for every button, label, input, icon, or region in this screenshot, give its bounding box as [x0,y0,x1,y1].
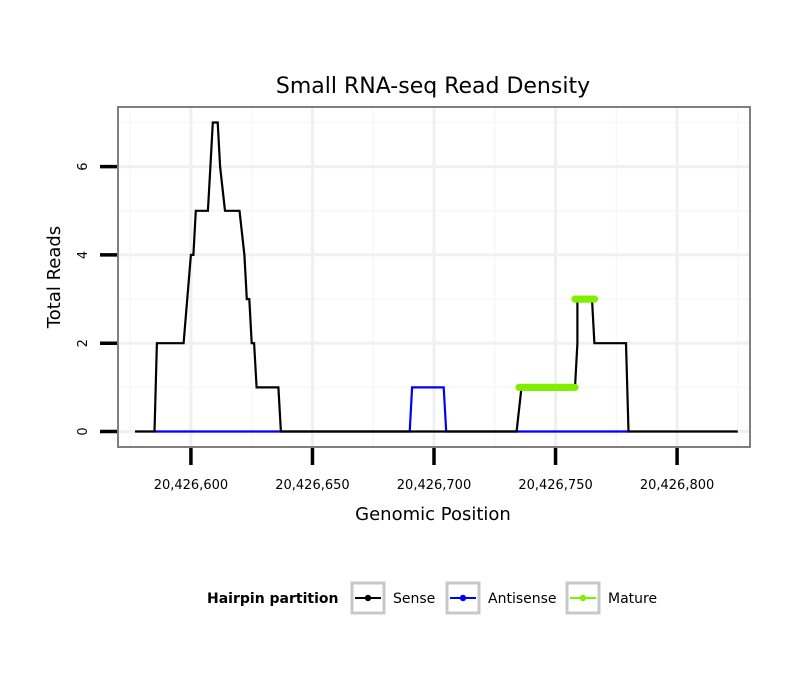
y-axis: 0 2 4 6 [76,162,117,436]
plot-panel-border [117,106,751,448]
x-tick-label: 20,426,650 [275,478,349,493]
chart-title: Small RNA-seq Read Density [276,74,590,99]
y-tick-label: 4 [76,251,91,259]
legend-label: Antisense [488,591,557,607]
x-tick-label: 20,426,700 [397,478,471,493]
x-axis: 20,426,600 20,426,650 20,426,700 20,426,750… [154,448,714,493]
x-tick-label: 20,426,800 [640,478,714,493]
y-tick-label: 2 [76,339,91,347]
legend-label: Mature [608,591,657,607]
series-layer [135,121,738,433]
legend-key-point [459,594,467,602]
x-tick-label: 20,426,750 [518,478,592,493]
y-axis-title: Total Reads [44,226,65,329]
legend-title: Hairpin partition [207,591,338,607]
x-tick-label: 20,426,600 [154,478,228,493]
x-axis-title: Genomic Position [355,504,511,525]
legend-label: Sense [393,591,435,607]
legend-key-point [579,594,587,602]
y-tick-label: 0 [76,427,91,435]
legend: Hairpin partition Sense Antisense Mature [207,581,657,615]
y-tick-label: 6 [76,162,91,170]
legend-item-antisense: Antisense [445,581,557,615]
legend-key-point [364,594,372,602]
legend-item-sense: Sense [350,581,435,615]
legend-item-mature: Mature [565,581,657,615]
